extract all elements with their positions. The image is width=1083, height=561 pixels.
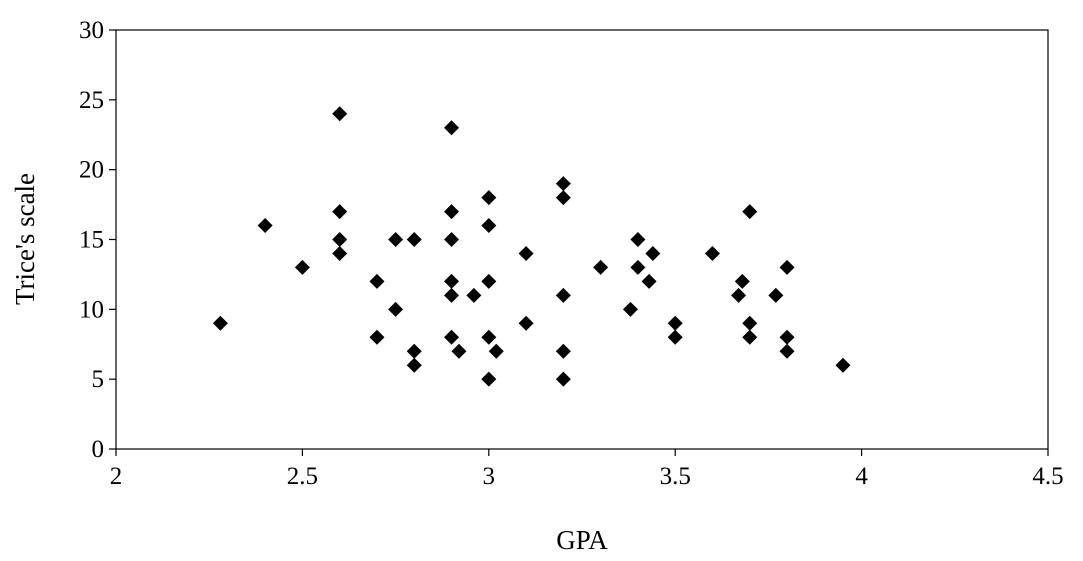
x-axis-title: GPA bbox=[556, 525, 608, 555]
y-tick-label: 30 bbox=[79, 17, 104, 44]
data-point-diamond bbox=[369, 329, 385, 345]
data-point-diamond bbox=[742, 315, 758, 331]
data-point-diamond bbox=[332, 245, 348, 261]
x-tick-label: 4.5 bbox=[1032, 463, 1063, 490]
data-point-diamond bbox=[332, 204, 348, 220]
data-point-diamond bbox=[742, 204, 758, 220]
data-point-diamond bbox=[704, 245, 720, 261]
y-tick-label: 0 bbox=[92, 436, 105, 463]
x-tick-label: 3.5 bbox=[660, 463, 691, 490]
data-point-diamond bbox=[332, 106, 348, 122]
data-point-diamond bbox=[481, 218, 497, 234]
data-point-diamond bbox=[488, 343, 504, 359]
data-point-diamond bbox=[555, 343, 571, 359]
y-tick-label: 5 bbox=[92, 366, 105, 393]
data-point-diamond bbox=[257, 218, 273, 234]
data-point-diamond bbox=[406, 343, 422, 359]
data-point-diamond bbox=[622, 301, 638, 317]
x-tick-label: 2 bbox=[110, 463, 123, 490]
data-point-diamond bbox=[630, 259, 646, 275]
y-tick-label: 20 bbox=[79, 157, 104, 184]
plot-area-frame bbox=[115, 29, 1049, 450]
data-point-diamond bbox=[835, 357, 851, 373]
y-axis: 0 5 10 15 20 25 30 bbox=[79, 17, 116, 463]
data-point-diamond bbox=[444, 273, 460, 289]
data-point-diamond bbox=[294, 259, 310, 275]
x-tick-label: 3 bbox=[483, 463, 496, 490]
data-point-diamond bbox=[466, 287, 482, 303]
x-tick-label: 4 bbox=[855, 463, 868, 490]
data-point-diamond bbox=[555, 190, 571, 206]
data-point-diamond bbox=[768, 287, 784, 303]
data-point-diamond bbox=[779, 259, 795, 275]
data-point-diamond bbox=[555, 287, 571, 303]
data-point-diamond bbox=[406, 357, 422, 373]
x-axis: 2 2.5 3 3.5 4 4.5 bbox=[110, 449, 1064, 490]
data-point-diamond bbox=[388, 301, 404, 317]
x-tick-label: 2.5 bbox=[287, 463, 318, 490]
data-point-diamond bbox=[406, 232, 422, 247]
data-point-diamond bbox=[481, 371, 497, 387]
data-point-diamond bbox=[734, 273, 750, 289]
data-point-diamond bbox=[481, 273, 497, 289]
data-point-diamond bbox=[481, 329, 497, 345]
data-point-diamond bbox=[555, 371, 571, 387]
y-tick-label: 25 bbox=[79, 87, 104, 114]
data-point-diamond bbox=[667, 329, 683, 345]
data-point-diamond bbox=[518, 315, 534, 331]
data-point-diamond bbox=[779, 329, 795, 345]
data-point-diamond bbox=[444, 120, 460, 136]
data-points bbox=[212, 106, 851, 387]
data-point-diamond bbox=[444, 329, 460, 345]
data-point-diamond bbox=[779, 343, 795, 359]
data-point-diamond bbox=[444, 204, 460, 220]
data-point-diamond bbox=[369, 273, 385, 289]
data-point-diamond bbox=[641, 273, 657, 289]
data-point-diamond bbox=[731, 287, 747, 303]
data-point-diamond bbox=[630, 232, 646, 247]
data-point-diamond bbox=[742, 329, 758, 345]
data-point-diamond bbox=[555, 176, 571, 192]
y-axis-title: Trice's scale bbox=[10, 173, 40, 305]
data-point-diamond bbox=[444, 287, 460, 303]
data-point-diamond bbox=[667, 315, 683, 331]
data-point-diamond bbox=[212, 315, 228, 331]
data-point-diamond bbox=[444, 232, 460, 247]
data-point-diamond bbox=[593, 259, 609, 275]
data-point-diamond bbox=[481, 190, 497, 206]
data-point-diamond bbox=[332, 232, 348, 247]
data-point-diamond bbox=[451, 343, 467, 359]
data-point-diamond bbox=[645, 245, 661, 261]
y-tick-label: 15 bbox=[79, 227, 104, 254]
y-tick-label: 10 bbox=[79, 296, 104, 323]
data-point-diamond bbox=[388, 232, 404, 247]
data-point-diamond bbox=[518, 245, 534, 261]
